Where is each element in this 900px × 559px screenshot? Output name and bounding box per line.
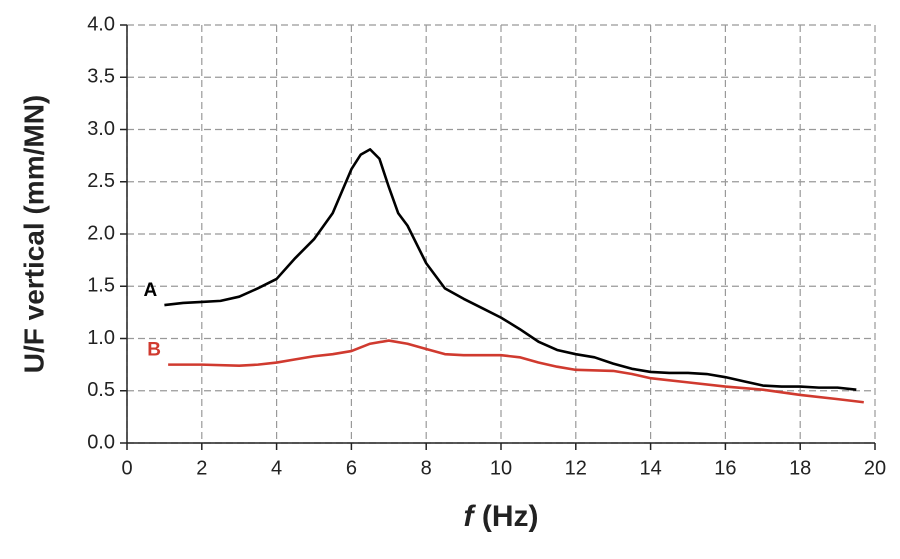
series-label: B: [147, 340, 161, 361]
y-tick-label: 0.0: [87, 431, 115, 453]
x-tick-label: 18: [789, 457, 811, 479]
series-line: [164, 148, 857, 391]
y-axis-label: U/F vertical (mm/MN): [18, 95, 49, 374]
x-tick-label: 0: [121, 457, 132, 479]
y-tick-label: 4.0: [87, 13, 115, 35]
y-tick-label: 2.0: [87, 222, 115, 244]
x-axis-symbol: f: [464, 500, 477, 533]
x-tick-label: 12: [565, 457, 587, 479]
y-tick-label: 0.5: [87, 379, 115, 401]
x-tick-label: 6: [346, 457, 357, 479]
y-tick-label: 2.5: [87, 170, 115, 192]
x-tick-label: 16: [714, 457, 736, 479]
y-tick-label: 3.5: [87, 66, 115, 88]
x-tick-label: 2: [196, 457, 207, 479]
y-tick-label: 3.0: [87, 118, 115, 140]
x-axis-unit: (Hz): [482, 500, 539, 533]
series-label: A: [144, 280, 158, 301]
x-tick-label: 4: [271, 457, 282, 479]
x-tick-label: 14: [639, 457, 661, 479]
x-tick-label: 10: [490, 457, 512, 479]
x-axis-label: f (Hz): [464, 500, 539, 533]
series-line: [168, 339, 864, 404]
x-tick-label: 8: [421, 457, 432, 479]
x-tick-label: 20: [864, 457, 886, 479]
y-tick-label: 1.0: [87, 327, 115, 349]
y-tick-label: 1.5: [87, 275, 115, 297]
